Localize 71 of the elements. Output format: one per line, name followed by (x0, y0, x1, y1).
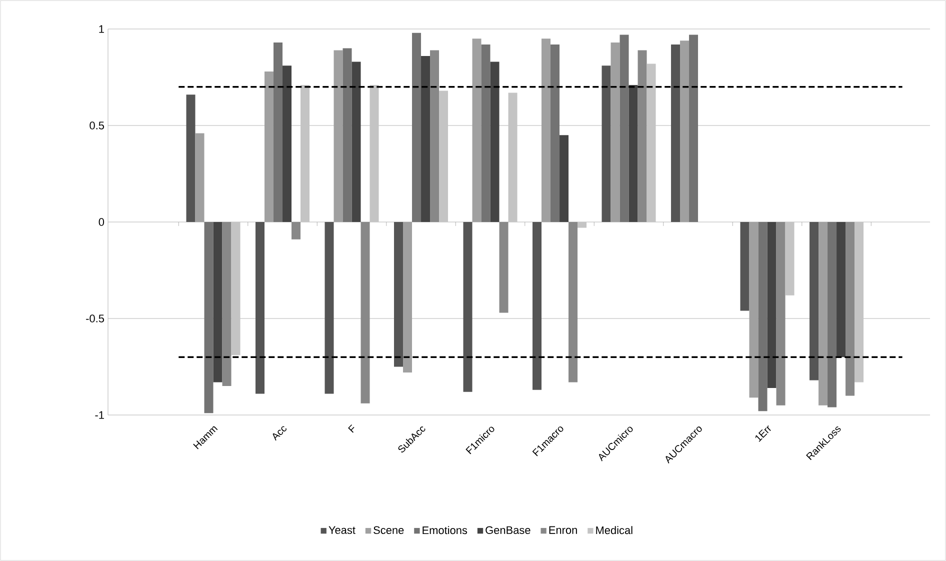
x-tick-label: Acc (272, 426, 286, 441)
bar (568, 222, 578, 382)
bar (671, 44, 680, 222)
bar (749, 222, 758, 398)
legend-label: GenBase (486, 526, 530, 534)
bar (334, 50, 343, 222)
legend-label: Emotions (422, 526, 468, 534)
bar (264, 71, 274, 222)
bar (776, 222, 786, 406)
y-tick-label: -0.5 (86, 314, 104, 322)
bar (828, 222, 837, 408)
bar (542, 38, 551, 222)
bar (195, 133, 204, 222)
y-tick-label: -1 (95, 411, 104, 419)
bar (274, 42, 283, 222)
bar (560, 135, 569, 222)
bar (342, 48, 352, 222)
bar (578, 222, 587, 228)
bar (490, 62, 500, 222)
bar (508, 92, 518, 222)
bar (186, 94, 196, 222)
bar (767, 222, 776, 388)
bar (532, 222, 542, 390)
bar (610, 42, 620, 222)
bar (282, 66, 292, 222)
bar (740, 222, 750, 311)
legend-label: Scene (374, 526, 404, 534)
y-tick-label: 0.5 (90, 122, 104, 130)
legend-label: Yeast (328, 526, 356, 534)
bar (818, 222, 828, 406)
legend-label: Medical (596, 526, 632, 534)
x-tick-label: F (348, 424, 354, 433)
bar (412, 32, 422, 222)
y-tick-label: 1 (99, 25, 104, 33)
bar (370, 84, 379, 222)
bar (785, 222, 794, 296)
bar (836, 222, 846, 358)
bar (439, 90, 448, 222)
bar (846, 222, 855, 396)
bar (646, 64, 656, 222)
bar (300, 84, 310, 222)
bar (213, 222, 222, 382)
bar (481, 44, 490, 222)
bar (550, 44, 560, 222)
bar (394, 222, 404, 367)
bar (602, 66, 611, 222)
bar (499, 222, 508, 313)
bar (680, 40, 690, 222)
bar (638, 50, 647, 222)
bar (430, 50, 440, 222)
legend-label: Enron (549, 526, 577, 534)
bar (231, 222, 240, 356)
bar (854, 222, 864, 382)
bar (689, 34, 698, 222)
bar (352, 62, 361, 222)
bar (421, 56, 430, 222)
bar (360, 222, 370, 404)
x-tick-label: 1Err (755, 425, 771, 442)
bar (292, 222, 301, 240)
y-tick-label: 0 (98, 218, 104, 226)
bar (463, 222, 472, 392)
bar (620, 34, 629, 222)
bar (403, 222, 412, 373)
bar (256, 222, 265, 394)
bar (222, 222, 232, 386)
bar (324, 222, 334, 394)
bar (472, 38, 482, 222)
bar (758, 222, 768, 412)
bar (204, 222, 214, 414)
bar (810, 222, 819, 380)
bar (628, 84, 638, 222)
